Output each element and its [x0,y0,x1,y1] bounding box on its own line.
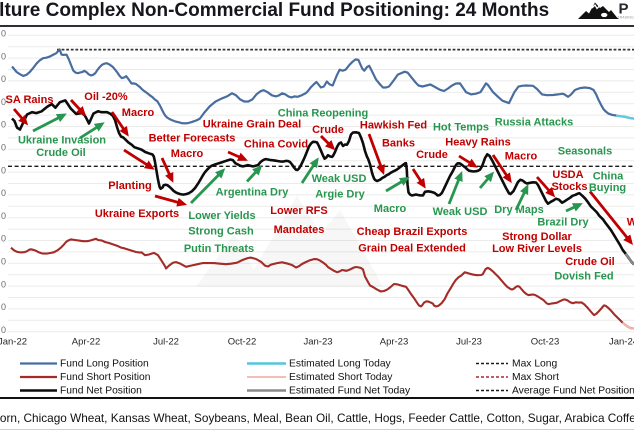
svg-text:Hot Temps: Hot Temps [433,121,489,133]
svg-text:Low River Levels: Low River Levels [492,243,582,255]
svg-text:China Reopening: China Reopening [278,107,368,119]
svg-text:Macro: Macro [122,107,155,119]
svg-text:0: 0 [1,74,6,84]
svg-text:P: P [619,1,629,18]
svg-text:Lower Yields: Lower Yields [188,210,255,222]
svg-text:Weak USD: Weak USD [433,206,488,218]
svg-text:SA Rains: SA Rains [6,94,54,106]
svg-text:Macro: Macro [505,150,538,162]
svg-text:Oil -20%: Oil -20% [84,91,128,103]
svg-text:Stocks: Stocks [551,181,587,193]
svg-text:0: 0 [1,325,6,335]
svg-text:Seasonals: Seasonals [558,145,612,157]
svg-text:Crude: Crude [416,149,448,161]
svg-text:Estimated Long Today: Estimated Long Today [289,359,392,370]
svg-text:Mandates: Mandates [274,224,325,236]
svg-text:Brazil Dry: Brazil Dry [537,216,589,228]
svg-text:Banks: Banks [382,137,415,149]
svg-text:Max Long: Max Long [512,359,557,370]
svg-text:Strong Cash: Strong Cash [188,225,254,237]
svg-text:0: 0 [1,279,6,289]
svg-text:Argie Dry: Argie Dry [315,188,365,200]
svg-text:Putin Threats: Putin Threats [184,243,254,255]
svg-text:Fund Net Position: Fund Net Position [60,386,142,397]
svg-text:Apr-22: Apr-22 [72,337,101,348]
svg-text:Jan-22: Jan-22 [0,337,27,348]
svg-text:0: 0 [1,211,6,221]
svg-text:Ukraine Grain Deal: Ukraine Grain Deal [203,118,301,130]
svg-text:Crude Oil: Crude Oil [565,256,615,268]
svg-text:Ukraine Exports: Ukraine Exports [95,208,179,220]
svg-text:Estimated Short Today: Estimated Short Today [289,372,393,383]
svg-text:Jan-23: Jan-23 [303,337,332,348]
svg-text:0: 0 [1,302,6,312]
svg-text:Macro: Macro [374,203,407,215]
svg-text:W: W [627,216,634,228]
svg-text:Argentina Dry: Argentina Dry [216,186,290,198]
svg-text:TRADING: TRADING [618,16,634,20]
svg-text:Ukraine Invasion: Ukraine Invasion [18,134,106,146]
svg-text:Jan-24: Jan-24 [609,337,634,348]
svg-text:Hawkish Fed: Hawkish Fed [360,119,427,131]
svg-text:Buying: Buying [589,182,626,194]
svg-text:Strong Dollar: Strong Dollar [502,231,572,243]
svg-text:Heavy Rains: Heavy Rains [445,136,510,148]
svg-text:Crude: Crude [312,124,344,136]
svg-text:Oct-22: Oct-22 [228,337,257,348]
svg-text:0: 0 [1,97,6,107]
svg-text:0: 0 [1,256,6,266]
svg-text:Jul-22: Jul-22 [153,337,179,348]
svg-text:0: 0 [1,51,6,61]
svg-text:0: 0 [1,188,6,198]
svg-text:0: 0 [1,165,6,175]
svg-text:Grain Deal Extended: Grain Deal Extended [358,242,466,254]
svg-text:Dovish Fed: Dovish Fed [554,270,613,282]
svg-text:Weak USD: Weak USD [312,173,367,185]
svg-text:Better Forecasts: Better Forecasts [149,132,236,144]
svg-text:0: 0 [1,28,6,38]
svg-text:Oct-23: Oct-23 [531,337,560,348]
svg-text:China: China [593,170,624,182]
svg-text:Cheap Brazil Exports: Cheap Brazil Exports [357,226,468,238]
svg-text:Fund Long Position: Fund Long Position [60,359,149,370]
svg-text:0: 0 [1,142,6,152]
svg-text:Crude Oil: Crude Oil [36,147,86,159]
svg-text:USDA: USDA [552,169,583,181]
svg-text:Planting: Planting [108,180,151,192]
svg-text:Apr-23: Apr-23 [380,337,409,348]
svg-text:Max Short: Max Short [512,372,559,383]
svg-text:Fund Short Position: Fund Short Position [60,372,151,383]
svg-text:0: 0 [1,120,6,130]
svg-text:Macro: Macro [171,148,204,160]
svg-text:Lower RFS: Lower RFS [270,205,327,217]
svg-text:Dry Maps: Dry Maps [494,204,544,216]
svg-text:0: 0 [1,234,6,244]
svg-text:Russia Attacks: Russia Attacks [495,116,573,128]
svg-text:Estimated Fund Net Today: Estimated Fund Net Today [289,386,411,397]
svg-text:Average Fund Net Position: Average Fund Net Position [512,386,634,397]
svg-text:Jul-23: Jul-23 [456,337,482,348]
svg-text:China Covid: China Covid [244,138,308,150]
